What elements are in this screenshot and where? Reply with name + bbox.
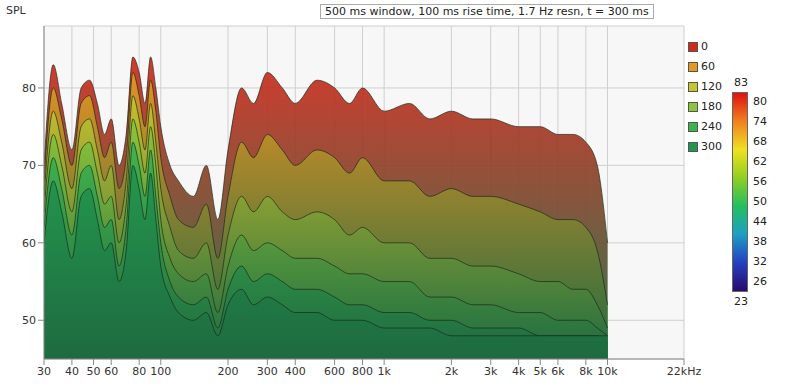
svg-text:60: 60 [22,237,36,250]
html-text:62: 62 [753,155,767,168]
html-text:44: 44 [753,215,767,228]
html-text:80: 80 [753,95,767,108]
svg-text:200: 200 [218,365,239,378]
svg-text:50: 50 [22,314,36,327]
svg-text:600: 600 [324,365,345,378]
html-text:50: 50 [753,195,767,208]
svg-text:70: 70 [22,159,36,172]
svg-text:30: 30 [37,365,51,378]
html-text:60: 60 [701,60,715,73]
svg-text:400: 400 [285,365,306,378]
html-text:300: 300 [701,140,722,153]
svg-text:3k: 3k [484,365,498,378]
svg-text:5k: 5k [534,365,548,378]
svg-text:100: 100 [150,365,171,378]
html-text:240: 240 [701,120,722,133]
html-text:0: 0 [701,40,708,53]
html-text:83: 83 [734,76,748,89]
svg-text:80: 80 [22,82,36,95]
svg-text:1k: 1k [377,365,391,378]
html-text:74: 74 [753,115,767,128]
html-text:SPL: SPL [6,4,26,17]
html-text:180: 180 [701,100,722,113]
svg-text:300: 300 [257,365,278,378]
svg-text:10k: 10k [597,365,618,378]
svg-text:6k: 6k [551,365,565,378]
svg-text:4k: 4k [512,365,526,378]
html-text:68: 68 [753,135,767,148]
html-text:23: 23 [734,295,748,308]
html-text:120: 120 [701,80,722,93]
svg-text:2k: 2k [445,365,459,378]
svg-text:60: 60 [104,365,118,378]
html-text:32: 32 [753,255,767,268]
html-text:500 ms window, 100 ms rise tim: 500 ms window, 100 ms rise time, 1.7 Hz … [325,5,649,18]
svg-text:80: 80 [132,365,146,378]
html-text:56: 56 [753,175,767,188]
svg-text:40: 40 [65,365,79,378]
html-text:26: 26 [753,275,767,288]
html-text:38: 38 [753,235,767,248]
svg-text:800: 800 [352,365,373,378]
svg-text:8k: 8k [579,365,593,378]
svg-text:50: 50 [87,365,101,378]
svg-text:22kHz: 22kHz [667,365,702,378]
